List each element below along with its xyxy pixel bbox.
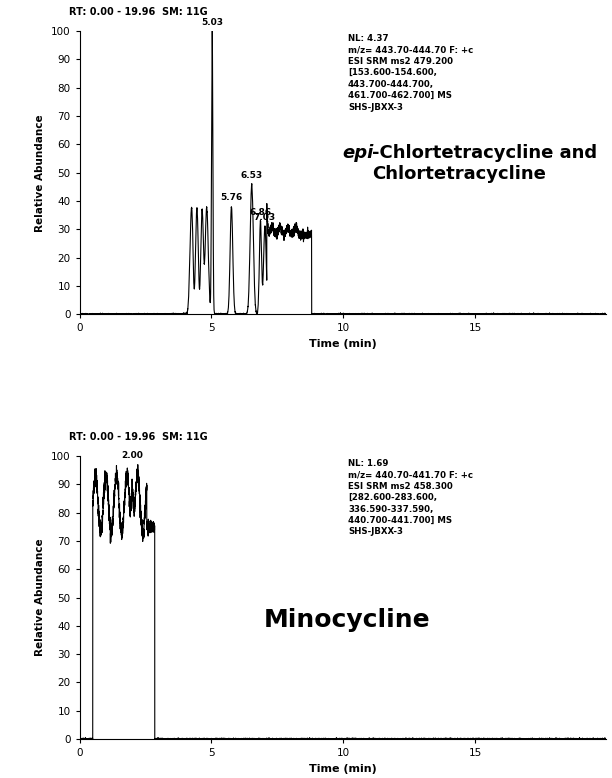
Text: Minocycline: Minocycline bbox=[264, 608, 430, 633]
Y-axis label: Relative Abundance: Relative Abundance bbox=[35, 114, 45, 232]
Y-axis label: Relative Abundance: Relative Abundance bbox=[35, 538, 45, 657]
Text: RT: 0.00 - 19.96  SM: 11G: RT: 0.00 - 19.96 SM: 11G bbox=[69, 432, 207, 442]
X-axis label: Time (min): Time (min) bbox=[309, 764, 376, 773]
Text: 7.03: 7.03 bbox=[254, 213, 276, 223]
Text: epi: epi bbox=[343, 145, 374, 163]
Text: 6.53: 6.53 bbox=[241, 171, 263, 180]
Text: NL: 4.37
m/z= 443.70-444.70 F: +c
ESI SRM ms2 479.200
[153.600-154.600,
443.700-: NL: 4.37 m/z= 443.70-444.70 F: +c ESI SR… bbox=[348, 34, 473, 112]
Text: 5.76: 5.76 bbox=[220, 194, 242, 202]
Text: -Chlortetracycline and
Chlortetracycline: -Chlortetracycline and Chlortetracycline bbox=[371, 145, 597, 183]
X-axis label: Time (min): Time (min) bbox=[309, 339, 376, 349]
Text: 2.00: 2.00 bbox=[121, 451, 143, 460]
Text: RT: 0.00 - 19.96  SM: 11G: RT: 0.00 - 19.96 SM: 11G bbox=[69, 7, 207, 17]
Text: NL: 1.69
m/z= 440.70-441.70 F: +c
ESI SRM ms2 458.300
[282.600-283.600,
336.590-: NL: 1.69 m/z= 440.70-441.70 F: +c ESI SR… bbox=[348, 459, 473, 537]
Text: 5.03: 5.03 bbox=[201, 18, 223, 27]
Text: 6.86: 6.86 bbox=[249, 208, 272, 216]
